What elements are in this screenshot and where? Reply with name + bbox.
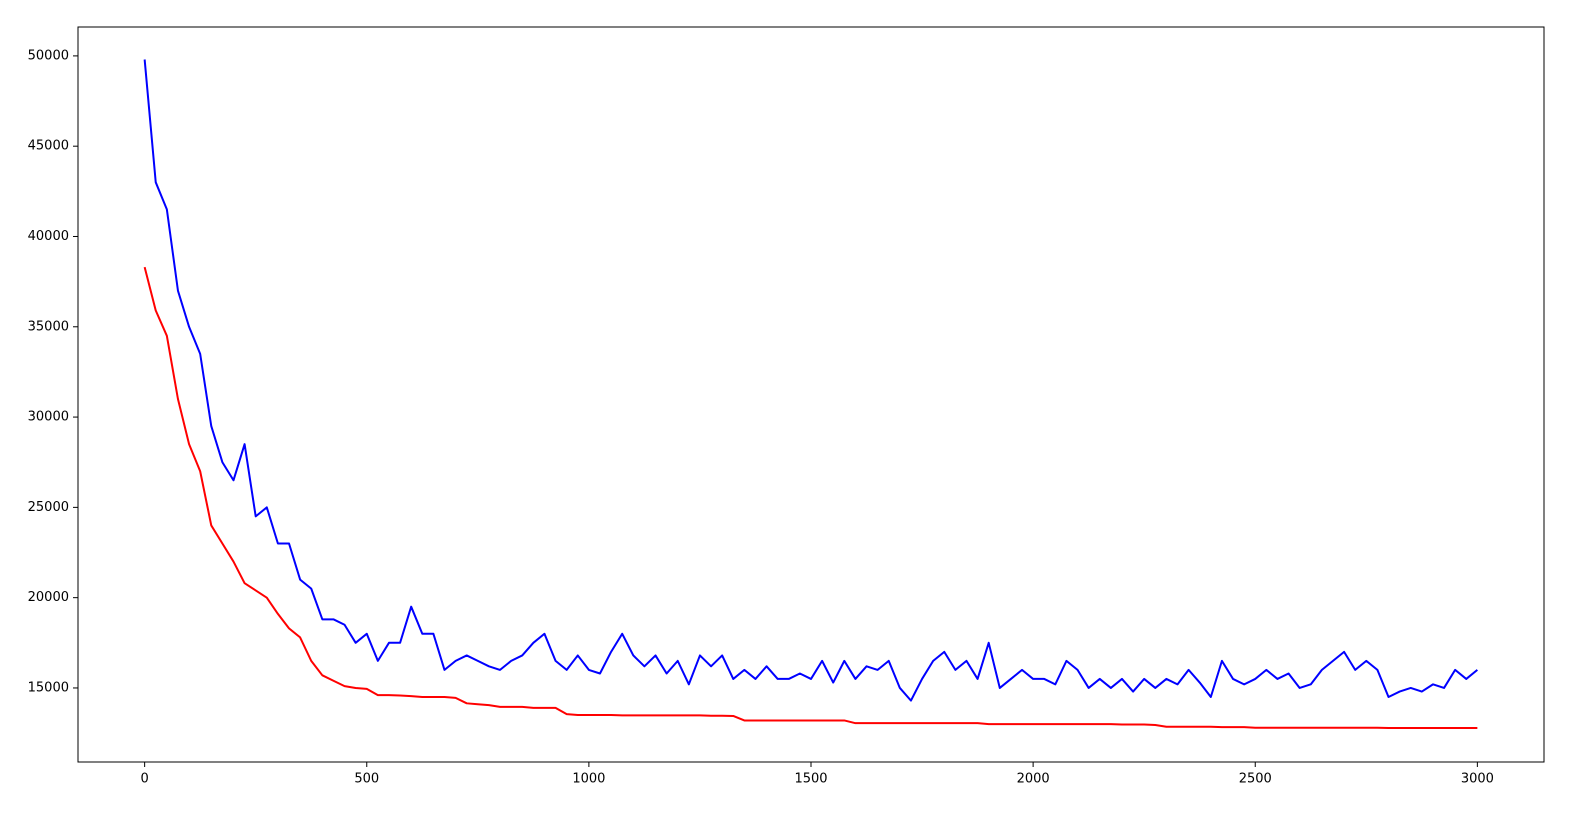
x-tick-label: 1000 xyxy=(572,772,605,787)
y-tick-label: 50000 xyxy=(28,48,69,63)
y-tick-label: 25000 xyxy=(28,500,69,515)
x-tick-label: 1500 xyxy=(794,772,827,787)
y-tick-label: 20000 xyxy=(28,590,69,605)
x-tick-label: 2000 xyxy=(1017,772,1050,787)
y-tick-label: 45000 xyxy=(28,139,69,154)
y-tick-label: 15000 xyxy=(28,680,69,695)
axes-frame xyxy=(77,26,1545,763)
x-tick-label: 2500 xyxy=(1239,772,1272,787)
y-tick-label: 35000 xyxy=(28,319,69,334)
x-tick-label: 500 xyxy=(354,772,379,787)
x-tick-label: 0 xyxy=(140,772,148,787)
line-series xyxy=(143,266,1478,730)
y-tick-label: 40000 xyxy=(28,229,69,244)
y-tick-label: 30000 xyxy=(28,410,69,425)
line-series xyxy=(143,59,1478,702)
x-tick-label: 3000 xyxy=(1461,772,1494,787)
